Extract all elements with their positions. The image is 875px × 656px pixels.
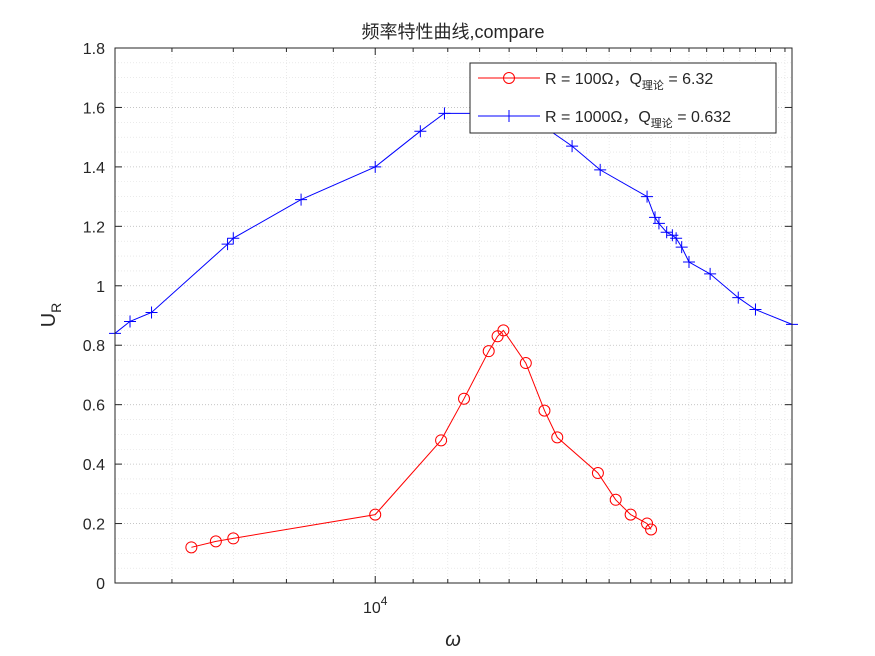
series-1-point (749, 303, 762, 316)
y-tick-label: 0.6 (83, 398, 105, 415)
legend-swatch-marker-1 (503, 110, 515, 122)
x-tick-label-exponent: 4 (381, 594, 388, 608)
y-axis-label: UR (38, 303, 64, 328)
series-1-point (682, 256, 695, 268)
series-1-point (227, 232, 240, 245)
series-0-point (624, 508, 637, 521)
series-1-point (438, 107, 451, 120)
series-1-point (124, 315, 137, 328)
series-layer (109, 92, 798, 554)
x-tick-label: 104 (363, 594, 388, 617)
series-0-point (369, 508, 382, 521)
series-1-point (641, 190, 654, 203)
y-tick-label: 1.4 (83, 160, 105, 177)
y-tick-label: 1.6 (83, 100, 105, 117)
series-1-point (704, 267, 717, 280)
series-1-point (145, 306, 158, 319)
series-0-point (551, 431, 564, 444)
y-axis-label-sub: R (48, 303, 64, 313)
legend-entry-1-tail: = 0.632 (673, 109, 731, 126)
legend-entry-0-tail: = 6.32 (664, 71, 713, 88)
series-0-point (645, 523, 658, 536)
legend-entry-1-sub: 理论 (651, 116, 673, 130)
legend-entry-0-sub: 理论 (642, 78, 664, 92)
y-tick-label: 0 (96, 576, 105, 593)
legend-entry-1: R = 1000Ω，Q理论 = 0.632 (545, 109, 731, 130)
series-0-point (185, 541, 198, 554)
series-1-point (675, 241, 688, 254)
x-axis-label: ω (445, 629, 461, 651)
series-1-point (670, 232, 683, 245)
y-tick-label: 1 (96, 279, 105, 296)
series-1-point (594, 163, 607, 176)
y-tick-label: 0.8 (83, 338, 105, 355)
legend: R = 100Ω，Q理论 = 6.32 R = 1000Ω，Q理论 = 0.63… (469, 62, 777, 134)
series-0-point (435, 434, 448, 447)
series-0-point (482, 345, 495, 358)
chart-title: 频率特性曲线,compare (361, 22, 544, 42)
series-1-point (652, 217, 665, 230)
series-1-point (566, 140, 579, 153)
series-0-point (591, 467, 604, 480)
series-0-point (458, 392, 471, 405)
series-0-line (191, 329, 652, 548)
series-1-point (221, 238, 234, 251)
series-0-point (519, 357, 532, 370)
y-tick-label: 1.8 (83, 41, 105, 58)
svg-text:UR: UR (38, 303, 64, 328)
y-axis-label-main: U (38, 313, 60, 327)
axis-ticks: 0 0.2 0.4 0.6 0.8 1 1.2 1.4 1.6 1.8 104 (83, 41, 792, 617)
legend-entry-1-name: R = 1000Ω，Q (545, 109, 651, 126)
series-0-point (227, 532, 240, 545)
legend-box (469, 62, 777, 134)
x-tick-label-base: 10 (363, 600, 381, 617)
y-tick-label: 0.2 (83, 517, 105, 534)
y-tick-label: 1.2 (83, 219, 105, 236)
series-0-point (209, 535, 222, 548)
series-0-point (609, 493, 622, 506)
series-0-point (497, 324, 510, 337)
series-1-point (732, 291, 745, 304)
y-tick-label: 0.4 (83, 457, 105, 474)
series-1-point (369, 160, 382, 173)
axes-box (114, 47, 793, 584)
series-0-point (641, 517, 654, 530)
legend-entry-0-name: R = 100Ω，Q (545, 71, 642, 88)
legend-entry-0: R = 100Ω，Q理论 = 6.32 (545, 71, 713, 92)
series-1-point (660, 226, 673, 239)
series-0-point (538, 404, 551, 417)
series-1-point (414, 125, 427, 138)
series-1-point (295, 193, 308, 206)
legend-swatch-marker-0 (503, 72, 515, 84)
